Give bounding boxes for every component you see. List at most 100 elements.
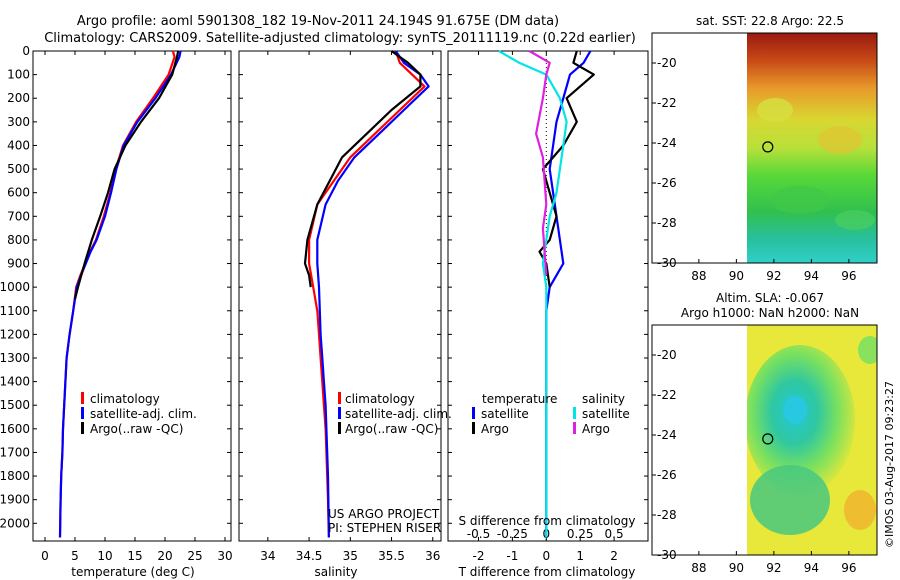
sla-map-frame [651, 324, 878, 556]
legend-swatch-argo [81, 422, 84, 434]
project-annotation-line1: US ARGO PROJECT [328, 507, 440, 521]
sst-map-frame [651, 32, 878, 264]
map-y-tick-label: -28 [657, 508, 677, 522]
series-line-satellite-adj-clim- [316, 50, 430, 538]
y-tick-label: 900 [7, 257, 30, 271]
sst-map-title: sat. SST: 22.8 Argo: 22.5 [696, 14, 844, 28]
y-tick-label: 1600 [0, 422, 30, 436]
salinity-chart: 34 34.5 35 35.5 36 [239, 50, 441, 563]
map-y-tick-label: -24 [657, 136, 677, 150]
header-title-line2: Climatology: CARS2009. Satellite-adjuste… [44, 31, 636, 46]
x-tick-label: -2 [473, 549, 485, 563]
map-x-tick-label: 92 [766, 269, 781, 283]
map-y-tick-label: -20 [657, 56, 677, 70]
sst-map-axes: 88 90 92 94 96 -30 -28 -26 -24 -22 -20 [652, 56, 857, 283]
sst-patch [770, 186, 830, 214]
legend-title-salinity: salinity [582, 392, 625, 406]
sla-heatmap [747, 325, 877, 555]
legend-label-climatology: climatology [345, 392, 415, 406]
x-tick-label: 2 [610, 549, 618, 563]
map-x-tick-label: 94 [804, 269, 819, 283]
legend-swatch-t-argo [472, 422, 475, 434]
y-tick-label: 1100 [0, 304, 30, 318]
s-tick-label: -0.5 [467, 527, 490, 541]
temperature-chart: 0 5 10 15 20 25 300100200300400500600700800900… [0, 44, 233, 563]
x-tick-label: 0 [542, 549, 550, 563]
map-y-tick-label: -22 [657, 96, 677, 110]
map-x-tick-label: 94 [804, 561, 819, 575]
x-tick-label: 34 [260, 549, 275, 563]
argo-position-marker [762, 433, 774, 445]
y-tick-label: 1400 [0, 375, 30, 389]
x-tick-label: -1 [506, 549, 518, 563]
y-tick-label: 800 [7, 233, 30, 247]
imos-credit: ©IMOS 03-Aug-2017 09:23:27 [883, 381, 896, 548]
legend-swatch-argo [338, 422, 341, 434]
map-x-tick-label: 96 [841, 561, 856, 575]
y-tick-label: 1900 [0, 493, 30, 507]
y-tick-label: 400 [7, 138, 30, 152]
header-title-line1: Argo profile: aoml 5901308_182 19-Nov-20… [77, 14, 559, 29]
map-y-tick-label: -24 [657, 428, 677, 442]
y-tick-label: 1500 [0, 398, 30, 412]
x-tick-label: 25 [187, 549, 202, 563]
legend-swatch-t-satellite [472, 407, 475, 419]
series-line-s-argo [528, 50, 551, 276]
sst-heatmap [747, 33, 877, 263]
legend-swatch-s-argo [573, 422, 576, 434]
s-tick-label: 0.25 [567, 527, 594, 541]
sla-anomaly [783, 396, 807, 424]
sla-map-title1: Altim. SLA: -0.067 [716, 291, 824, 305]
series-line-argo-raw-qc- [73, 50, 180, 300]
y-tick-label: 100 [7, 68, 30, 82]
y-tick-label: 0 [22, 44, 30, 58]
y-tick-label: 200 [7, 91, 30, 105]
legend-label-argo: Argo(..raw -QC) [90, 422, 183, 436]
temperature-legend: climatology satellite-adj. clim. Argo(..… [81, 392, 197, 436]
sla-map-title2: Argo h1000: NaN h2000: NaN [681, 306, 859, 320]
map-y-tick-label: -30 [657, 256, 677, 270]
map-x-tick-label: 96 [841, 269, 856, 283]
sla-anomaly [844, 490, 876, 530]
sla-map-axes: 88 90 92 94 96 -30 -28 -26 -24 -22 -20 [652, 348, 857, 575]
difference-panel-frame [447, 50, 649, 542]
map-y-tick-label: -20 [657, 348, 677, 362]
salinity-xlabel: salinity [314, 565, 357, 579]
legend-swatch-satellite [81, 407, 84, 419]
salinity-legend: climatology satellite-adj. clim. Argo(..… [338, 392, 452, 436]
y-tick-label: 500 [7, 162, 30, 176]
map-y-tick-label: -30 [657, 548, 677, 562]
series-line-s-satellite [498, 50, 568, 538]
map-y-tick-label: -26 [657, 176, 677, 190]
x-tick-label: 15 [127, 549, 142, 563]
series-line-climatology [308, 50, 426, 538]
x-tick-label: 10 [97, 549, 112, 563]
sst-patch [757, 98, 793, 122]
map-y-tick-label: -28 [657, 216, 677, 230]
temperature-xlabel: temperature (deg C) [71, 565, 194, 579]
x-tick-label: 35.5 [378, 549, 405, 563]
map-x-tick-label: 90 [729, 269, 744, 283]
y-tick-label: 1200 [0, 327, 30, 341]
legend-label-satellite: satellite-adj. clim. [90, 407, 197, 421]
x-tick-label: 20 [157, 549, 172, 563]
legend-label-t-argo: Argo [481, 422, 509, 436]
s-difference-xlabel: S difference from climatology [459, 514, 636, 528]
x-tick-label: 30 [217, 549, 232, 563]
legend-swatch-climatology [338, 392, 341, 404]
map-x-tick-label: 90 [729, 561, 744, 575]
y-tick-label: 1000 [0, 280, 30, 294]
series-line-argo-raw-qc- [303, 50, 422, 288]
y-tick-label: 2000 [0, 516, 30, 530]
y-tick-label: 1300 [0, 351, 30, 365]
map-x-tick-label: 88 [691, 269, 706, 283]
x-tick-label: 34.5 [296, 549, 323, 563]
map-x-tick-label: 92 [766, 561, 781, 575]
map-y-tick-label: -22 [657, 388, 677, 402]
series-line-t-satellite [545, 50, 592, 538]
legend-label-s-argo: Argo [582, 422, 610, 436]
sla-anomaly [858, 336, 877, 364]
salinity-panel-frame [238, 50, 442, 542]
legend-label-s-satellite: satellite [582, 407, 630, 421]
legend-label-argo: Argo(..raw -QC) [345, 422, 438, 436]
